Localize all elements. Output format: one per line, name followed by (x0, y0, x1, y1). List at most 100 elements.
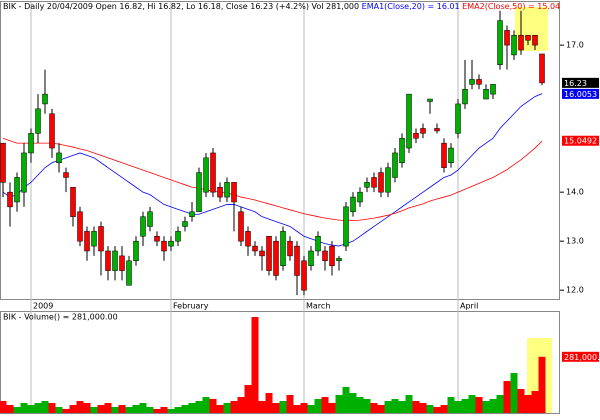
candle-body (7, 191, 13, 208)
y-tick-label: 17.0 (566, 41, 584, 50)
candle-body (28, 133, 34, 154)
x-tick-label: April (460, 302, 478, 311)
volume-bar (76, 401, 84, 413)
candle-body (168, 240, 174, 247)
candle-body (133, 240, 139, 262)
candle-body (266, 236, 272, 271)
volume-bar (153, 409, 161, 413)
volume-bar (55, 407, 63, 413)
candle-body (511, 35, 517, 56)
candle-body (203, 157, 209, 193)
candle-body (238, 211, 244, 242)
candle-body (224, 182, 230, 198)
end-label-box (562, 135, 599, 146)
volume-bar (48, 403, 56, 413)
volume-bar (195, 401, 203, 413)
candle-body (0, 142, 6, 183)
volume-bar (258, 401, 266, 413)
candle-body (336, 258, 342, 262)
candle-body (434, 128, 440, 132)
candle-body (364, 182, 370, 188)
volume-bar (104, 403, 112, 413)
volume-bar (370, 403, 378, 413)
candle-body (35, 108, 41, 134)
candle-body (231, 182, 237, 203)
volume-bar (244, 385, 252, 413)
volume-bar (307, 405, 315, 413)
candle-body (343, 206, 349, 247)
volume-bar (482, 401, 490, 413)
volume-bar (251, 317, 259, 413)
candle-body (371, 177, 377, 188)
volume-bar (167, 409, 175, 413)
candle-body (448, 147, 454, 164)
volume-bar (146, 407, 154, 413)
candle-body (301, 260, 307, 291)
candle-body (406, 93, 412, 149)
volume-bar (69, 405, 77, 413)
volume-bar (349, 393, 357, 413)
volume-bar (181, 405, 189, 413)
volume-bar (111, 407, 119, 413)
ema-line (2, 137, 543, 221)
candle-body (385, 167, 391, 193)
end-label-box (562, 88, 599, 99)
candle-body (273, 240, 279, 276)
volume-title: BIK - Volume() = 281,000.00 (3, 313, 118, 322)
volume-bar (454, 401, 462, 413)
volume-bar (265, 393, 273, 413)
volume-bar (188, 403, 196, 413)
candle-body (357, 191, 363, 203)
candle-body (280, 231, 286, 266)
candle-body (49, 113, 55, 149)
volume-bar (13, 407, 21, 413)
volume-bar (83, 403, 91, 413)
end-label: 16.0053 (564, 90, 597, 99)
volume-bar (314, 399, 322, 413)
volume-bar (328, 403, 336, 413)
volume-bar (223, 403, 231, 413)
candle-body (413, 133, 419, 139)
candle-body (70, 187, 76, 217)
candle-body (105, 250, 111, 271)
volume-bar (272, 403, 280, 413)
end-label: 16.23 (564, 79, 587, 88)
candle-body (329, 245, 335, 266)
candle-body (315, 236, 321, 252)
volume-bar (461, 399, 469, 413)
candle-body (525, 35, 531, 41)
ema-line (2, 93, 543, 247)
x-tick-label: February (173, 302, 209, 311)
volume-bar (475, 397, 483, 413)
candle-body (245, 231, 251, 247)
volume-bar (517, 389, 525, 413)
candle-body (420, 128, 426, 134)
legend-text: EMA1(Close,20) = 16.01 (362, 2, 460, 11)
candle-body (14, 177, 20, 203)
y-tick-label: 14.0 (566, 188, 584, 197)
volume-bar (300, 403, 308, 413)
volume-bar (321, 397, 329, 413)
candle-body (427, 98, 433, 102)
volume-bar (97, 405, 105, 413)
volume-bar (216, 405, 224, 413)
volume-bar (118, 405, 126, 413)
volume-bar (335, 395, 343, 413)
candle-body (210, 152, 216, 193)
candle-body (182, 221, 188, 227)
volume-bar (496, 395, 504, 413)
candle-body (56, 152, 62, 164)
volume-bar (160, 407, 168, 413)
candle-body (91, 231, 97, 247)
candle-body (21, 152, 27, 193)
candle-body (259, 250, 265, 257)
candle-body (476, 79, 482, 85)
candle-body (469, 79, 475, 85)
volume-bar (412, 401, 420, 413)
volume-bar (209, 399, 217, 413)
candle-body (84, 231, 90, 252)
legend-text: BIK - Daily 20/04/2009 Open 16.82, Hi 16… (3, 2, 359, 11)
volume-bar (363, 399, 371, 413)
end-label: 281,000.00 (564, 353, 600, 362)
